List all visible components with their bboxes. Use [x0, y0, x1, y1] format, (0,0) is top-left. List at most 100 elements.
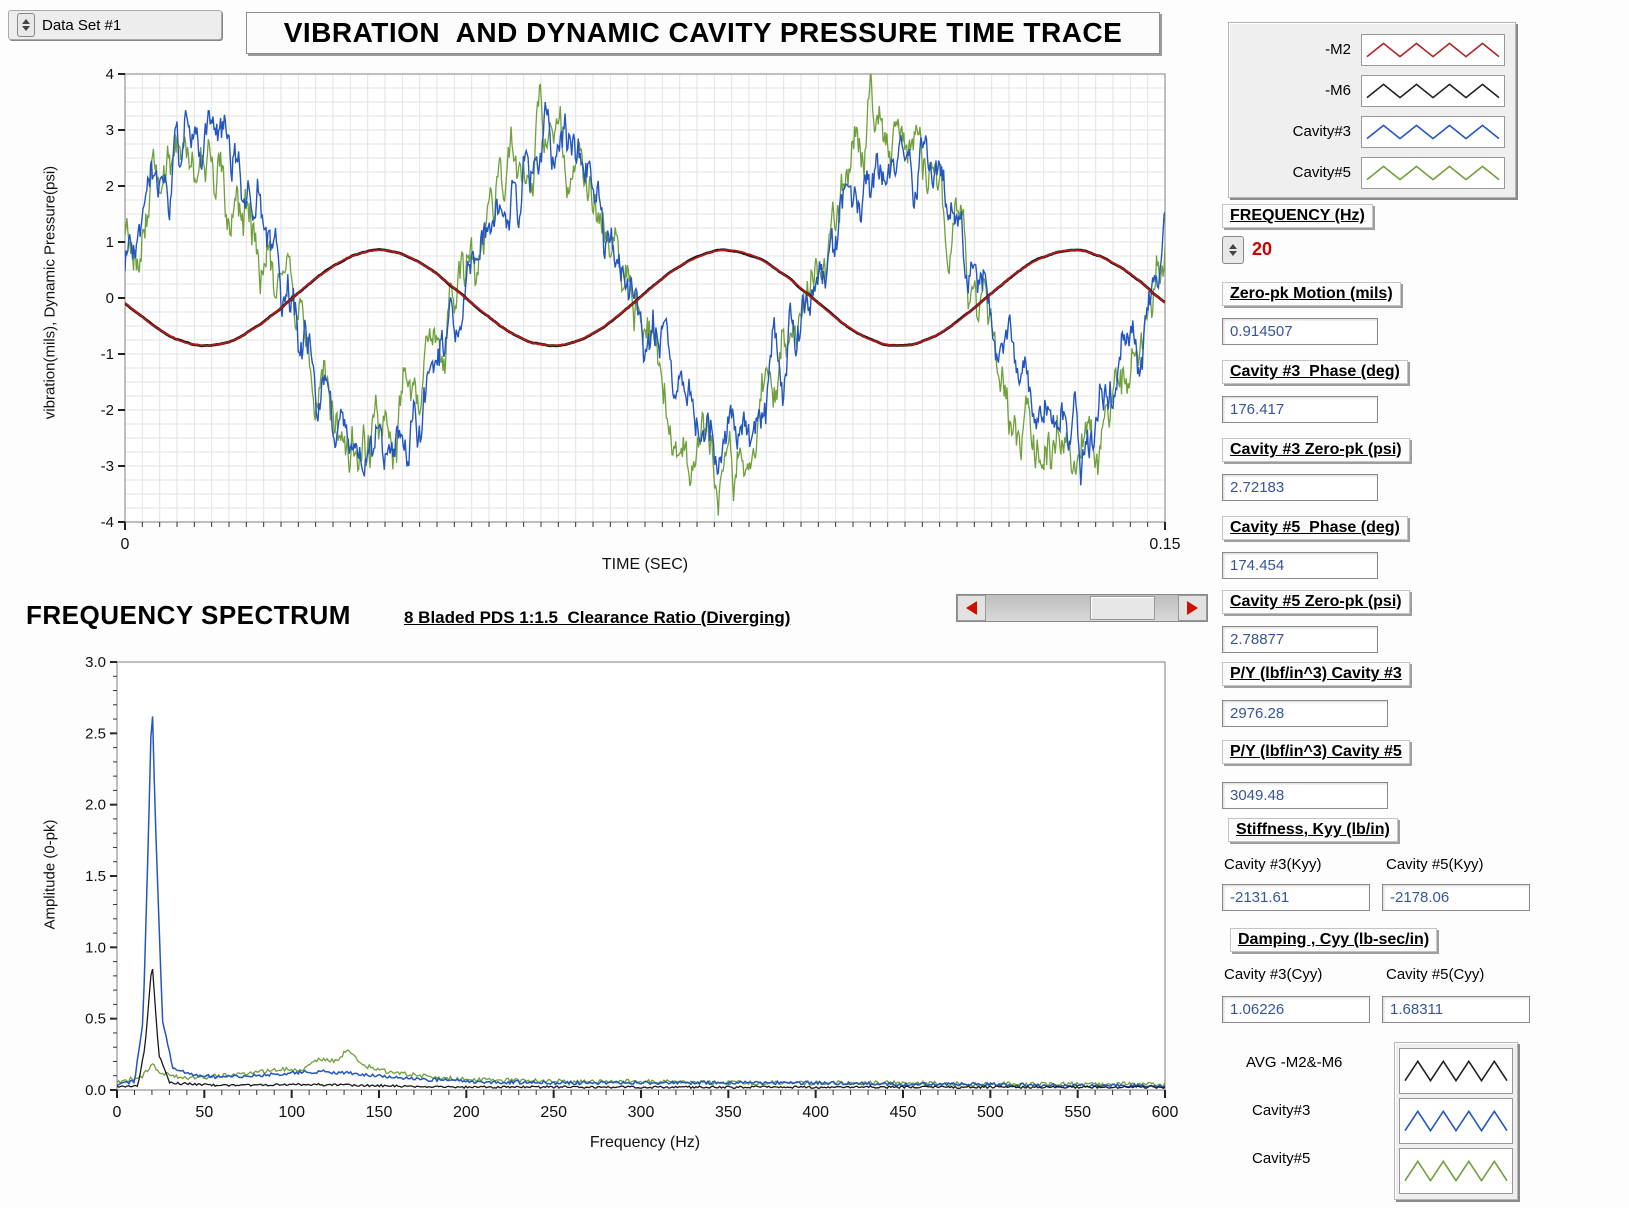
cavity5-zeropk-label: Cavity #5 Zero-pk (psi) — [1222, 590, 1410, 614]
spectrum-title: FREQUENCY SPECTRUM — [26, 600, 351, 630]
m2-line-swatch — [1361, 33, 1505, 66]
legend-label: Cavity#5 — [1292, 164, 1351, 181]
svg-text:4: 4 — [106, 66, 114, 83]
decrement-icon — [22, 26, 30, 31]
dataset-selector[interactable]: Data Set #1 — [8, 10, 222, 40]
stiffness-cavity3-value: -2131.61 — [1222, 884, 1370, 911]
svg-text:1.0: 1.0 — [85, 939, 106, 956]
damping-col1-label: Cavity #3(Cyy) — [1224, 966, 1323, 983]
time-trace-graph: 4 3 2 1 0 -1 -2 -3 -4 0 0.15 — [101, 66, 1181, 553]
spectrum-legend-label-cavity5: Cavity#5 — [1252, 1150, 1311, 1167]
right-arrow-icon — [1187, 601, 1198, 615]
frequency-spinner[interactable] — [1222, 236, 1244, 264]
svg-text:450: 450 — [890, 1104, 917, 1118]
cavity5-zeropk-value: 2.78877 — [1222, 626, 1378, 653]
svg-text:-2: -2 — [101, 402, 114, 419]
svg-text:400: 400 — [802, 1104, 829, 1118]
legend-label: -M6 — [1325, 82, 1351, 99]
svg-text:0: 0 — [121, 536, 130, 553]
legend-item-cavity3: Cavity#3 — [1233, 111, 1511, 152]
svg-text:0: 0 — [106, 290, 114, 307]
svg-text:2: 2 — [106, 178, 114, 195]
m6-line-swatch — [1361, 74, 1505, 107]
svg-text:-1: -1 — [101, 346, 114, 363]
svg-text:2.0: 2.0 — [85, 797, 106, 814]
svg-text:0.0: 0.0 — [85, 1082, 106, 1099]
svg-text:150: 150 — [366, 1104, 393, 1118]
legend-item-cavity5: Cavity#5 — [1233, 152, 1511, 193]
cavity3-zeropk-value: 2.72183 — [1222, 474, 1378, 501]
cavity5-line-swatch — [1399, 1148, 1513, 1194]
cavity5-phase-label: Cavity #5 Phase (deg) — [1222, 516, 1408, 540]
svg-text:500: 500 — [977, 1104, 1004, 1118]
cavity3-zeropk-label: Cavity #3 Zero-pk (psi) — [1222, 438, 1410, 462]
damping-cavity3-value: 1.06226 — [1222, 996, 1370, 1023]
dataset-label: Data Set #1 — [42, 16, 122, 34]
svg-text:300: 300 — [628, 1104, 655, 1118]
stiffness-label: Stiffness, Kyy (lb/in) — [1228, 818, 1398, 842]
spectrum-xlabel: Frequency (Hz) — [589, 1134, 701, 1151]
increment-icon — [22, 19, 30, 24]
svg-text:350: 350 — [715, 1104, 742, 1118]
svg-text:-3: -3 — [101, 458, 114, 475]
py-cavity3-value: 2976.28 — [1222, 700, 1388, 727]
svg-text:600: 600 — [1152, 1104, 1179, 1118]
legend-item-avg — [1398, 1046, 1514, 1096]
svg-text:2.5: 2.5 — [85, 725, 106, 742]
cavity3-line-swatch — [1399, 1098, 1513, 1144]
spectrum-legend — [1394, 1042, 1518, 1200]
time-chart-xlabel: TIME (SEC) — [601, 556, 689, 573]
decrement-icon — [1229, 251, 1237, 256]
legend-item-m6: -M6 — [1233, 70, 1511, 111]
svg-text:0: 0 — [113, 1104, 122, 1118]
svg-text:200: 200 — [453, 1104, 480, 1118]
stiffness-col2-label: Cavity #5(Kyy) — [1386, 856, 1484, 873]
frequency-label: FREQUENCY (Hz) — [1222, 204, 1373, 228]
py-cavity5-label: P/Y (lbf/in^3) Cavity #5 — [1222, 740, 1410, 764]
cavity5-line-swatch — [1361, 156, 1505, 189]
svg-text:-4: -4 — [101, 514, 114, 531]
svg-text:550: 550 — [1064, 1104, 1091, 1118]
spectrum-subtitle: 8 Bladed PDS 1:1.5 Clearance Ratio (Dive… — [404, 608, 791, 627]
svg-text:50: 50 — [195, 1104, 213, 1118]
svg-text:0.5: 0.5 — [85, 1011, 106, 1028]
cavity5-phase-value: 174.454 — [1222, 552, 1378, 579]
scroll-left-button[interactable] — [957, 595, 986, 621]
frequency-spectrum-graph: 3.0 2.5 2.0 1.5 1.0 0.5 0.0 0 50 100 150 200 250 300 3… — [85, 654, 1179, 1118]
svg-text:3: 3 — [106, 122, 114, 139]
svg-text:1.5: 1.5 — [85, 868, 106, 885]
legend-item-m2: -M2 — [1233, 29, 1511, 70]
spectrum-legend-label-cavity3: Cavity#3 — [1252, 1102, 1311, 1119]
time-chart-title: VIBRATION AND DYNAMIC CAVITY PRESSURE TI… — [246, 12, 1160, 54]
py-cavity3-label: P/Y (lbf/in^3) Cavity #3 — [1222, 662, 1410, 686]
cavity3-phase-value: 176.417 — [1222, 396, 1378, 423]
frequency-input[interactable]: 20 — [1252, 239, 1273, 259]
legend-item-cavity3 — [1398, 1096, 1514, 1146]
cavity3-line-swatch — [1361, 115, 1505, 148]
stiffness-cavity5-value: -2178.06 — [1382, 884, 1530, 911]
damping-cavity5-value: 1.68311 — [1382, 996, 1530, 1023]
left-arrow-icon — [966, 601, 977, 615]
zero-pk-motion-label: Zero-pk Motion (mils) — [1222, 282, 1401, 306]
damping-col2-label: Cavity #5(Cyy) — [1386, 966, 1485, 983]
dataset-spinner[interactable] — [17, 13, 35, 37]
svg-text:100: 100 — [278, 1104, 305, 1118]
avg-line-swatch — [1399, 1048, 1513, 1094]
spectrum-legend-label-avg: AVG -M2&-M6 — [1246, 1054, 1343, 1071]
stiffness-col1-label: Cavity #3(Kyy) — [1224, 856, 1322, 873]
svg-text:3.0: 3.0 — [85, 654, 106, 671]
time-chart-legend: -M2 -M6 Cavity#3 Cavity#5 — [1228, 22, 1516, 198]
scrollbar-track[interactable] — [986, 595, 1178, 621]
svg-text:1: 1 — [106, 234, 114, 251]
legend-label: -M2 — [1325, 41, 1351, 58]
svg-text:0.15: 0.15 — [1149, 536, 1180, 553]
cavity3-phase-label: Cavity #3 Phase (deg) — [1222, 360, 1408, 384]
py-cavity5-value: 3049.48 — [1222, 782, 1388, 809]
svg-text:250: 250 — [540, 1104, 567, 1118]
scrollbar-thumb[interactable] — [1089, 596, 1156, 620]
scroll-right-button[interactable] — [1178, 595, 1207, 621]
damping-label: Damping , Cyy (lb-sec/in) — [1230, 928, 1438, 952]
time-scrollbar[interactable] — [956, 594, 1208, 622]
zero-pk-motion-value: 0.914507 — [1222, 318, 1378, 345]
